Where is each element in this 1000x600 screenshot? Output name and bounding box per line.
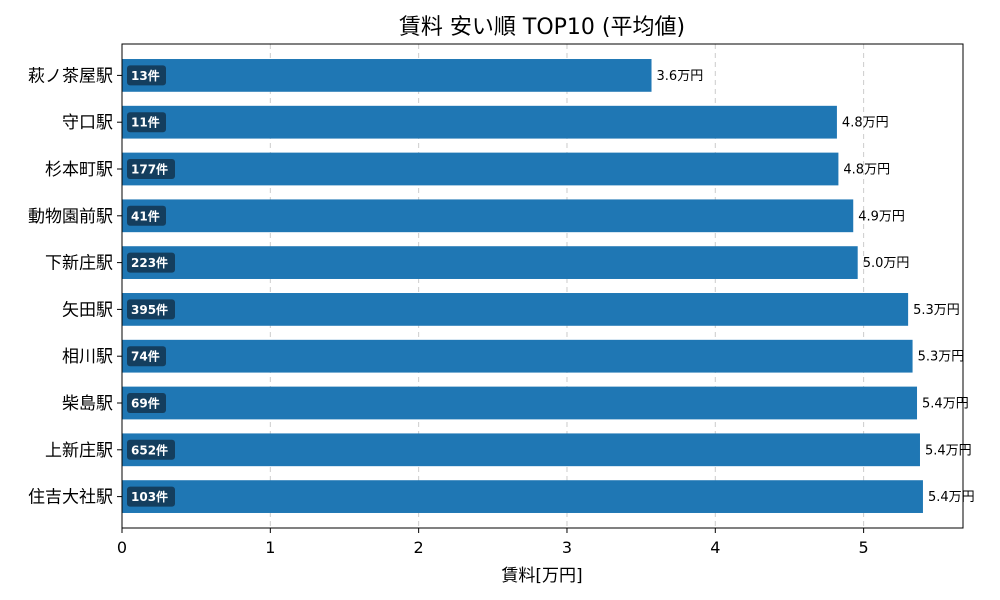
axes: 0 1 2 3 4 5 萩ノ茶屋駅守口駅杉本町駅動物園前駅下新庄駅矢田駅相川駅柴島駅上新庄駅… (28, 66, 869, 557)
x-tick-label: 4 (710, 538, 720, 557)
count-label: 41件 (131, 208, 160, 223)
bar-labels: 13件 3.6万円 11件 4.8万円 177件 4.8万円 41件 4.9万円 223件 5.0… (127, 65, 975, 507)
count-badge (127, 486, 175, 507)
count-badge (127, 299, 175, 320)
x-tick-label: 3 (562, 538, 572, 557)
count-badge (127, 252, 175, 273)
bar (122, 386, 918, 420)
category-label: 住吉大社駅 (28, 488, 113, 508)
bars (122, 59, 923, 513)
bar (122, 105, 837, 139)
count-badge (127, 159, 175, 179)
value-label: 5.0万円 (863, 256, 910, 271)
category-label: 守口駅 (62, 113, 113, 133)
bar (122, 480, 923, 513)
bar (122, 246, 858, 279)
x-tick-label: 2 (414, 538, 424, 557)
chart-title: 賃料 安い順 TOP10 (平均値) (399, 15, 685, 40)
value-label: 4.9万円 (858, 209, 905, 224)
value-label: 3.6万円 (657, 69, 704, 84)
bar (122, 152, 839, 186)
category-label: 相川駅 (62, 347, 113, 367)
count-label: 11件 (131, 115, 160, 130)
count-badge (127, 346, 166, 367)
category-label: 上新庄駅 (45, 441, 113, 461)
value-label: 5.4万円 (925, 443, 972, 458)
bar (122, 293, 909, 326)
category-label: 柴島駅 (62, 394, 113, 414)
category-label: 萩ノ茶屋駅 (28, 66, 113, 86)
count-label: 103件 (131, 489, 168, 504)
count-badge (127, 112, 166, 133)
count-label: 395件 (131, 302, 168, 317)
bar (122, 59, 652, 92)
bar (122, 199, 854, 233)
x-tick-label: 0 (117, 538, 127, 557)
value-label: 5.4万円 (922, 397, 969, 412)
bar (122, 433, 920, 467)
value-label: 4.8万円 (843, 163, 890, 178)
category-label: 下新庄駅 (45, 254, 113, 274)
category-label: 動物園前駅 (28, 207, 113, 227)
count-label: 69件 (131, 396, 160, 411)
count-label: 223件 (131, 255, 168, 270)
value-label: 5.4万円 (928, 490, 975, 505)
category-label: 矢田駅 (62, 300, 113, 320)
x-tick-label: 5 (859, 538, 869, 557)
value-label: 4.8万円 (842, 116, 889, 131)
plot-frame (121, 43, 964, 529)
count-label: 177件 (131, 162, 168, 177)
value-label: 5.3万円 (918, 350, 965, 365)
count-label: 13件 (131, 68, 160, 83)
category-label: 杉本町駅 (45, 160, 113, 180)
x-tick-label: 1 (265, 538, 275, 557)
bar (122, 339, 913, 373)
value-label: 5.3万円 (913, 303, 960, 318)
count-badge (127, 205, 166, 226)
count-label: 652件 (131, 442, 168, 457)
count-badge (127, 439, 175, 460)
count-badge (127, 393, 166, 413)
x-axis-label: 賃料[万円] (501, 566, 582, 586)
count-label: 74件 (131, 349, 160, 364)
count-badge (127, 65, 166, 86)
